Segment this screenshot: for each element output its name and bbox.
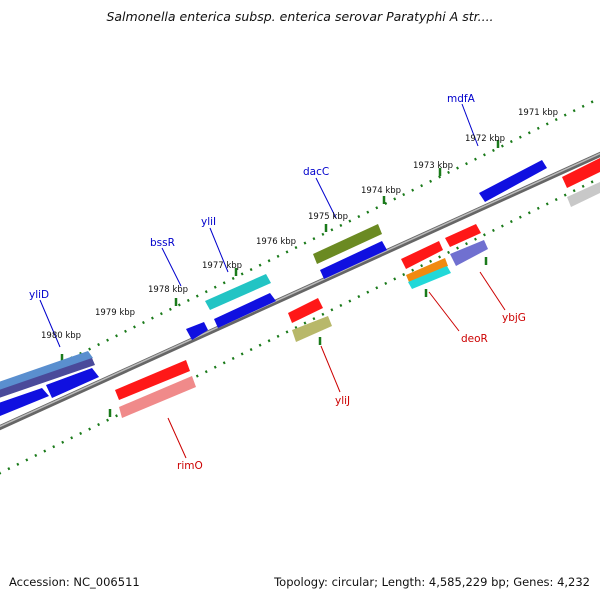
gene-block[interactable] — [115, 360, 190, 400]
major-ticks — [60, 140, 500, 417]
map-title: Salmonella enterica subsp. enterica sero… — [106, 9, 494, 24]
gene-block[interactable] — [408, 266, 451, 289]
gene-block[interactable] — [288, 298, 323, 323]
gene-block[interactable] — [320, 241, 387, 279]
gene-label-yliJ[interactable]: yliJ — [335, 395, 350, 407]
genome-summary: Topology: circular; Length: 4,585,229 bp… — [274, 575, 590, 589]
gene-block[interactable] — [313, 224, 382, 264]
kbp-label: 1976 kbp — [256, 237, 296, 247]
gene-label-deoR[interactable]: deoR — [461, 333, 488, 345]
forward-genes — [0, 160, 600, 418]
gene-block[interactable] — [450, 240, 488, 266]
gene-block[interactable] — [567, 182, 600, 207]
forward-tick-row — [0, 96, 600, 395]
gene-label-yliD[interactable]: yliD — [29, 289, 49, 301]
gene-block[interactable] — [0, 388, 49, 418]
kbp-label: 1975 kbp — [308, 212, 348, 222]
gene-label-dacC[interactable]: dacC — [303, 166, 329, 178]
gene-label-rimO[interactable]: rimO — [177, 460, 203, 472]
accession-label: Accession: NC_006511 — [9, 575, 140, 589]
gene-block[interactable] — [445, 224, 481, 247]
gene-block[interactable] — [292, 316, 332, 342]
label-leaders — [39, 103, 506, 459]
genome-backbone-highlight — [0, 152, 600, 428]
kbp-label: 1974 kbp — [361, 186, 401, 196]
gene-block[interactable] — [401, 241, 443, 269]
gene-block[interactable] — [0, 358, 95, 400]
genome-backbone — [0, 151, 600, 431]
kbp-label: 1978 kbp — [148, 285, 188, 295]
kbp-labels: 1971 kbp 1972 kbp 1973 kbp 1974 kbp 1975… — [41, 108, 558, 341]
gene-label-mdfA[interactable]: mdfA — [447, 93, 476, 105]
kbp-label: 1971 kbp — [518, 108, 558, 118]
gene-block[interactable] — [406, 258, 448, 282]
gene-block[interactable] — [205, 274, 271, 310]
gene-block[interactable] — [46, 368, 99, 398]
gene-label-ybjG[interactable]: ybjG — [502, 312, 526, 324]
gene-block[interactable] — [562, 158, 600, 188]
kbp-label: 1973 kbp — [413, 161, 453, 171]
kbp-label: 1979 kbp — [95, 308, 135, 318]
gene-block[interactable] — [214, 293, 276, 328]
gene-label-yliI[interactable]: yliI — [201, 216, 216, 228]
gene-block[interactable] — [0, 351, 93, 392]
kbp-label: 1972 kbp — [465, 134, 505, 144]
kbp-label: 1980 kbp — [41, 331, 81, 341]
gene-labels: yliD bssR yliI dacC mdfA rimO yliJ deoR … — [29, 93, 526, 472]
kbp-label: 1977 kbp — [202, 261, 242, 271]
gene-block[interactable] — [186, 322, 208, 340]
gene-block[interactable] — [119, 376, 196, 418]
gene-label-bssR[interactable]: bssR — [150, 237, 175, 249]
reverse-genes — [115, 158, 600, 418]
gene-block[interactable] — [479, 160, 547, 202]
